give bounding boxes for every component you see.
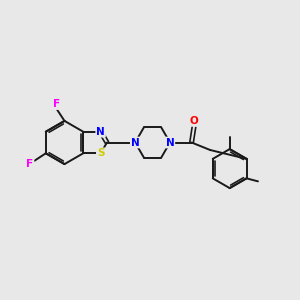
Text: N: N bbox=[166, 137, 174, 148]
Text: F: F bbox=[53, 99, 61, 109]
Text: N: N bbox=[131, 137, 140, 148]
Text: F: F bbox=[26, 159, 34, 169]
Text: S: S bbox=[97, 148, 104, 158]
Text: N: N bbox=[96, 127, 105, 137]
Text: O: O bbox=[190, 116, 198, 126]
